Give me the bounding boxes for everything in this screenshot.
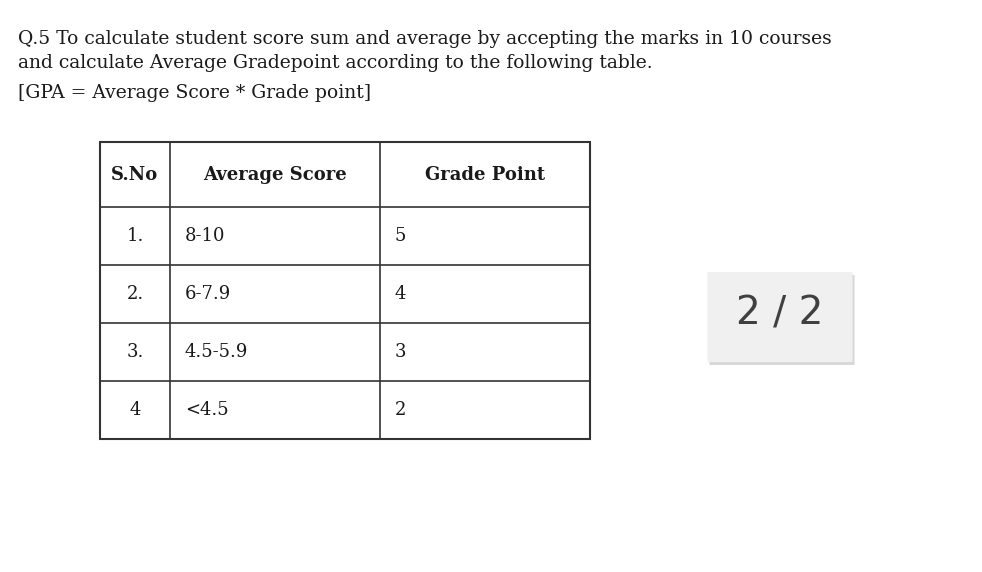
Text: 2 / 2: 2 / 2 (736, 294, 824, 332)
Text: 1.: 1. (127, 227, 143, 245)
FancyBboxPatch shape (710, 275, 854, 365)
Text: <4.5: <4.5 (185, 401, 229, 419)
Text: Q.5 To calculate student score sum and average by accepting the marks in 10 cour: Q.5 To calculate student score sum and a… (18, 30, 832, 48)
Text: 5: 5 (395, 227, 407, 245)
Text: S.No: S.No (111, 165, 159, 184)
Text: 3.: 3. (127, 343, 143, 361)
Text: 2.: 2. (127, 285, 143, 303)
Text: Grade Point: Grade Point (425, 165, 545, 184)
Text: 6-7.9: 6-7.9 (185, 285, 231, 303)
Text: 8-10: 8-10 (185, 227, 226, 245)
Text: 4: 4 (130, 401, 140, 419)
Text: 3: 3 (395, 343, 407, 361)
Text: Average Score: Average Score (203, 165, 347, 184)
Text: [GPA = Average Score * Grade point]: [GPA = Average Score * Grade point] (18, 84, 371, 102)
FancyBboxPatch shape (707, 272, 852, 362)
Bar (100, 142, 590, 439)
Text: and calculate Average Gradepoint according to the following table.: and calculate Average Gradepoint accordi… (18, 54, 653, 72)
Text: 2: 2 (395, 401, 407, 419)
Text: 4: 4 (395, 285, 407, 303)
Text: 4.5-5.9: 4.5-5.9 (185, 343, 248, 361)
